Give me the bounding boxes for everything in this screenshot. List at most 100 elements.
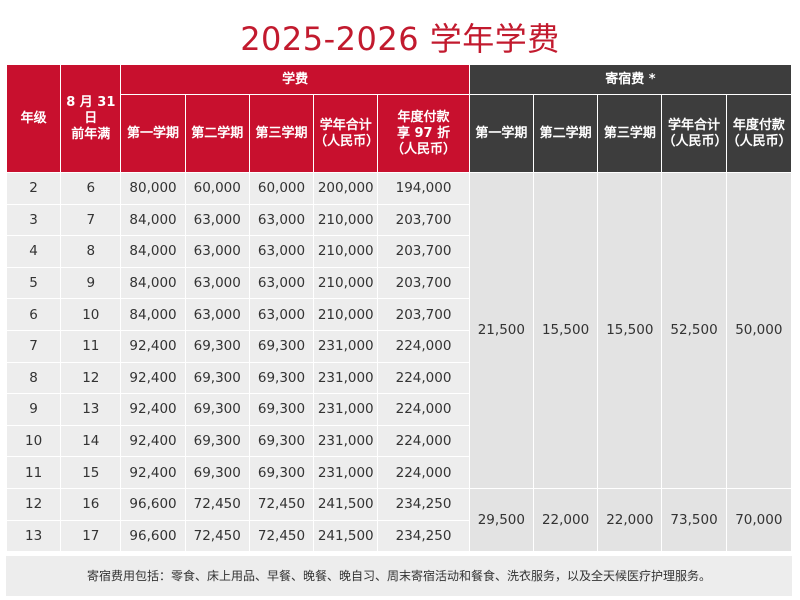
grade-header: 年级	[5, 64, 62, 173]
boarding-cell: 50,000	[725, 172, 793, 489]
header-line: 年度付款	[397, 109, 450, 125]
tuition-cell: 72,450	[248, 487, 315, 521]
age-cell: 15	[60, 456, 122, 489]
tuition-cell: 72,450	[184, 519, 250, 553]
tuition-cell: 224,000	[377, 424, 470, 458]
header-line: 享 97 折	[396, 125, 451, 141]
header-line: 第二学期	[539, 125, 592, 141]
tuition-cell: 92,400	[120, 456, 186, 489]
tuition-cell: 60,000	[248, 172, 315, 205]
age-cell: 17	[60, 519, 122, 553]
grade-cell: 7	[5, 329, 62, 363]
tuition-cell: 69,300	[248, 393, 315, 426]
tuition-cell: 210,000	[313, 298, 379, 331]
age-cell: 13	[60, 393, 122, 426]
tuition-group-header: 学费	[120, 64, 470, 95]
boarding-footnote: 寄宿费用包括：零食、床上用品、早餐、晚餐、晚自习、周末寄宿活动和餐食、洗衣服务，…	[6, 556, 792, 596]
table-header: 年级 8 月 31 日 前年满 学费 寄宿费 * 第一学期 第二学期 第三学期 学年合…	[5, 64, 793, 173]
tuition-cell: 234,250	[377, 519, 470, 553]
boarding-cell: 15,500	[597, 172, 663, 489]
tuition-cell: 92,400	[120, 393, 186, 426]
tuition-cell: 63,000	[248, 235, 315, 268]
tuition-cell: 203,700	[377, 203, 470, 237]
tuition-cell: 84,000	[120, 298, 186, 331]
boarding-cell: 52,500	[661, 172, 727, 489]
tuition-cell: 241,500	[313, 487, 379, 521]
boarding-cell: 22,000	[532, 487, 599, 553]
fee-table: 年级 8 月 31 日 前年满 学费 寄宿费 * 第一学期 第二学期 第三学期 学年合…	[5, 64, 793, 553]
age-header-line: 前年满	[71, 126, 111, 142]
tuition-cell: 210,000	[313, 235, 379, 268]
tuition-cell: 63,000	[248, 203, 315, 237]
tuition-cell: 200,000	[313, 172, 379, 205]
grade-cell: 6	[5, 298, 62, 331]
grade-cell: 4	[5, 235, 62, 268]
tuition-cell: 241,500	[313, 519, 379, 553]
grade-cell: 12	[5, 487, 62, 521]
page-title: 2025-2026 学年学费	[240, 20, 560, 58]
age-cell: 6	[60, 172, 122, 205]
table-row: 6 10 84,000 63,000 63,000 210,000 203,700	[5, 298, 792, 331]
tuition-cell: 69,300	[248, 424, 315, 458]
table-row: 9 13 92,400 69,300 69,300 231,000 224,000	[5, 393, 792, 426]
boarding-col-header: 第一学期	[468, 94, 534, 173]
tuition-cell: 69,300	[184, 424, 250, 458]
tuition-cell: 92,400	[120, 424, 186, 458]
tuition-cell: 63,000	[184, 203, 250, 237]
tuition-cell: 69,300	[248, 329, 315, 363]
grade-cell: 8	[5, 361, 62, 395]
age-header-line: 8 月 31 日	[66, 94, 116, 126]
grade-cell: 5	[5, 266, 62, 300]
tuition-cell: 96,600	[120, 487, 186, 521]
table-row: 11 15 92,400 69,300 69,300 231,000 224,000	[5, 456, 792, 489]
tuition-col-header: 年度付款享 97 折（人民币）	[377, 94, 470, 173]
boarding-col-header: 第二学期	[532, 94, 599, 173]
tuition-cell: 72,450	[248, 519, 315, 553]
tuition-cell: 224,000	[377, 361, 470, 395]
tuition-cell: 60,000	[184, 172, 250, 205]
header-line: （人民币）	[726, 133, 792, 149]
tuition-cell: 231,000	[313, 329, 379, 363]
age-cell: 11	[60, 329, 122, 363]
age-header: 8 月 31 日 前年满	[60, 64, 122, 173]
tuition-col-header: 第二学期	[184, 94, 250, 173]
table-row: 8 12 92,400 69,300 69,300 231,000 224,000	[5, 361, 792, 395]
tuition-cell: 224,000	[377, 456, 470, 489]
table-row: 13 17 96,600 72,450 72,450 241,500 234,250	[5, 519, 792, 553]
tuition-cell: 231,000	[313, 424, 379, 458]
tuition-cell: 92,400	[120, 329, 186, 363]
tuition-cell: 96,600	[120, 519, 186, 553]
tuition-cell: 224,000	[377, 329, 470, 363]
grade-cell: 3	[5, 203, 62, 237]
tuition-cell: 210,000	[313, 266, 379, 300]
tuition-cell: 69,300	[184, 456, 250, 489]
age-cell: 8	[60, 235, 122, 268]
tuition-cell: 80,000	[120, 172, 186, 205]
tuition-cell: 72,450	[184, 487, 250, 521]
grade-cell: 2	[5, 172, 62, 205]
boarding-cell: 29,500	[468, 487, 534, 553]
table-row: 2 6 80,000 60,000 60,000 200,000 194,000 21,500…	[5, 172, 793, 489]
tuition-cell: 69,300	[248, 361, 315, 395]
grade-cell: 9	[5, 393, 62, 426]
tuition-cell: 203,700	[377, 235, 470, 268]
boarding-col-header: 年度付款 （人民币）	[725, 94, 793, 173]
tuition-cell: 63,000	[184, 235, 250, 268]
age-cell: 12	[60, 361, 122, 395]
grade-cell: 10	[5, 424, 62, 458]
header-line: （人民币）	[391, 141, 457, 157]
grade-cell: 13	[5, 519, 62, 553]
tuition-col-header: 第三学期	[248, 94, 315, 173]
table-row: 10 14 92,400 69,300 69,300 231,000 224,000	[5, 424, 792, 458]
tuition-cell: 84,000	[120, 266, 186, 300]
header-line: 第一学期	[475, 125, 528, 141]
boarding-cell: 22,000	[597, 487, 663, 553]
header-line: 第三学期	[603, 125, 656, 141]
table-row: 5 9 84,000 63,000 63,000 210,000 203,700	[5, 266, 792, 300]
table-row: 3 7 84,000 63,000 63,000 210,000 203,700	[5, 203, 792, 237]
tuition-cell: 231,000	[313, 361, 379, 395]
tuition-cell: 203,700	[377, 298, 470, 331]
boarding-cell: 70,000	[725, 487, 793, 553]
tuition-cell: 63,000	[248, 266, 315, 300]
header-line: 第二学期	[191, 125, 244, 141]
